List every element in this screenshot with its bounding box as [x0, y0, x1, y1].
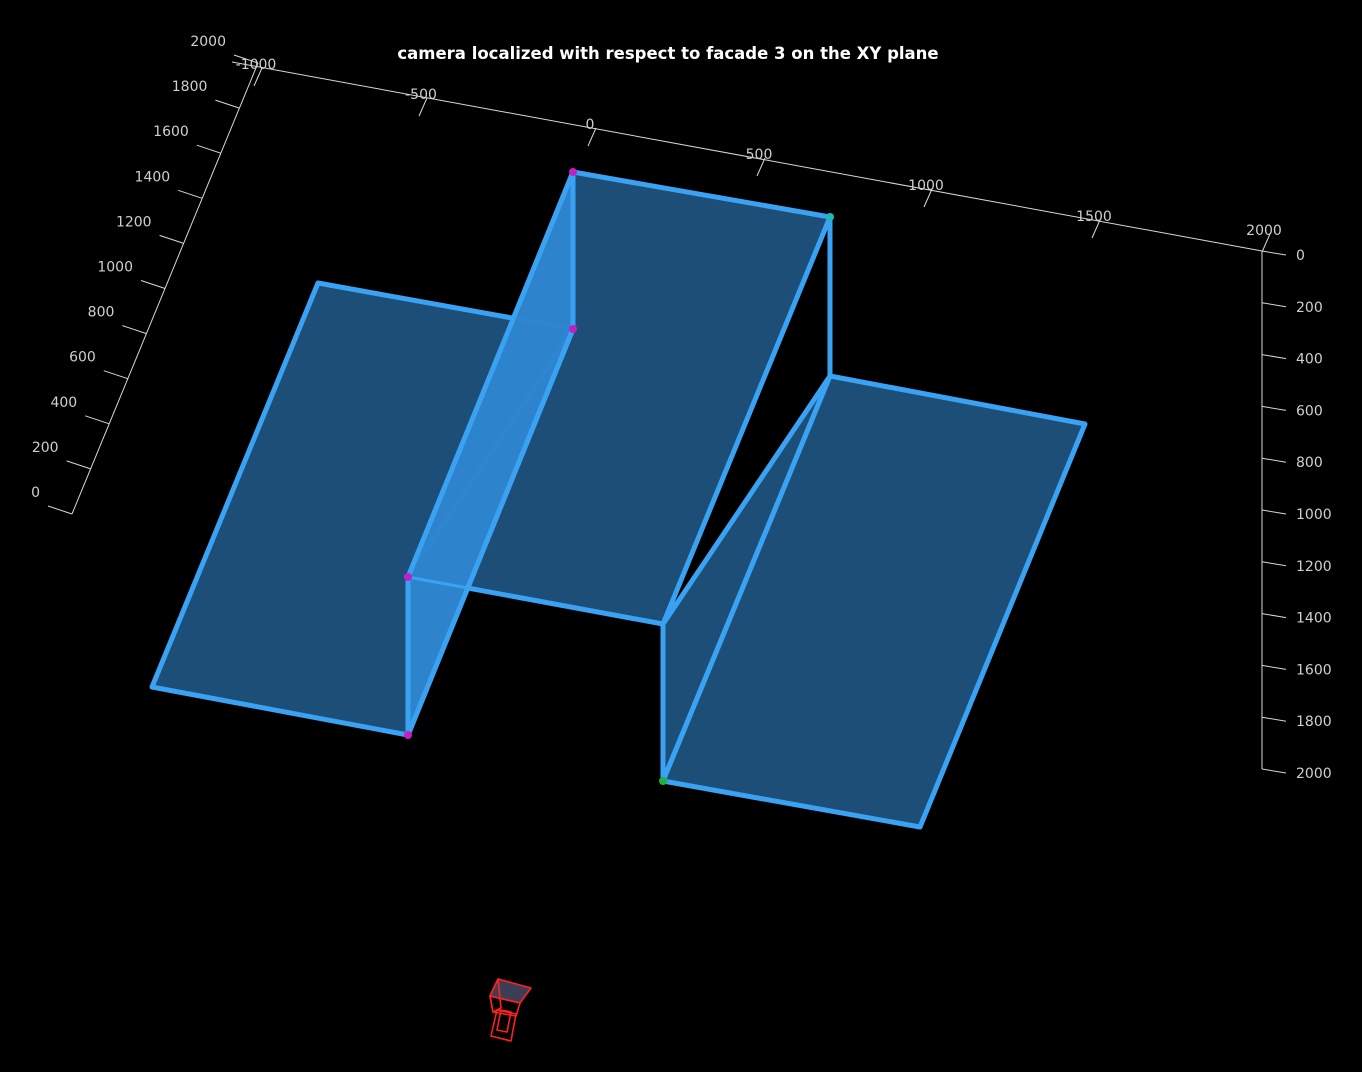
y-tick	[47, 505, 73, 515]
y-tick-label: 400	[50, 395, 77, 411]
y-tick-label: 1800	[172, 79, 208, 95]
y-tick-label: 800	[88, 305, 115, 321]
y-tick	[140, 280, 166, 289]
z-tick-label: 1000	[1296, 507, 1332, 523]
y-tick	[103, 370, 128, 380]
z-tick	[1261, 457, 1287, 463]
y-tick	[196, 144, 221, 154]
y-tick-label: 1400	[135, 169, 171, 185]
y-tick	[215, 99, 240, 109]
x-tick-label: -500	[405, 87, 437, 103]
z-tick	[1261, 716, 1287, 722]
axes: -1000-5000500100015002000020040060080010…	[31, 34, 1332, 782]
z-tick-label: 200	[1296, 300, 1323, 316]
x-tick	[253, 67, 263, 87]
z-tick-label: 2000	[1296, 766, 1332, 782]
facade-surfaces	[149, 169, 1088, 830]
facade-panel-right	[660, 373, 1088, 830]
camera-frustum-side	[489, 978, 502, 1013]
x-tick	[418, 97, 428, 117]
z-tick	[1261, 405, 1287, 411]
y-tick	[66, 460, 91, 470]
y-tick-label: 1000	[97, 260, 133, 276]
corner-markers	[404, 168, 834, 785]
facade-edge	[407, 575, 664, 626]
x-tick-label: -1000	[236, 57, 277, 73]
y-tick-label: 2000	[190, 34, 226, 50]
x-tick-label: 1500	[1076, 209, 1112, 225]
y-tick	[178, 189, 203, 199]
y-tick-label: 1200	[116, 214, 152, 230]
z-tick-label: 1200	[1296, 559, 1332, 575]
y-tick-label: 0	[31, 485, 40, 501]
x-tick	[1091, 219, 1101, 239]
y-tick	[233, 54, 259, 64]
camera-body-inner	[496, 1009, 512, 1033]
z-tick	[1261, 509, 1287, 515]
x-tick	[587, 127, 597, 147]
x-axis-line	[231, 61, 1263, 252]
corner-marker	[569, 325, 577, 333]
z-tick-label: 800	[1296, 455, 1323, 471]
x-tick-label: 2000	[1246, 223, 1282, 239]
z-tick-label: 0	[1296, 248, 1305, 264]
camera-frustum	[489, 978, 532, 1042]
y-tick	[122, 325, 147, 335]
y-tick-label: 1600	[153, 124, 189, 140]
z-tick-label: 1800	[1296, 714, 1332, 730]
y-tick	[159, 234, 184, 244]
z-tick	[1261, 768, 1287, 774]
corner-marker	[404, 573, 412, 581]
x-tick	[756, 157, 766, 177]
z-tick	[1261, 250, 1287, 256]
chart-title: camera localized with respect to facade …	[397, 44, 938, 63]
z-tick-label: 1400	[1296, 611, 1332, 627]
z-tick	[1261, 354, 1287, 360]
y-tick	[85, 415, 110, 425]
x-tick-label: 500	[746, 147, 773, 163]
x-tick-label: 1000	[908, 178, 944, 194]
z-tick	[1261, 664, 1287, 670]
camera-body	[490, 1009, 517, 1042]
corner-marker	[404, 731, 412, 739]
x-tick	[923, 188, 933, 208]
z-tick	[1261, 613, 1287, 619]
z-tick-label: 400	[1296, 352, 1323, 368]
z-tick	[1261, 561, 1287, 567]
x-tick	[1261, 233, 1271, 253]
y-tick-label: 200	[32, 440, 59, 456]
corner-marker	[659, 777, 667, 785]
y-tick-label: 600	[69, 350, 96, 366]
z-tick	[1261, 302, 1287, 308]
z-tick-label: 600	[1296, 403, 1323, 419]
corner-marker	[826, 213, 834, 221]
x-tick-label: 0	[586, 117, 595, 133]
corner-marker	[569, 168, 577, 176]
z-tick-label: 1600	[1296, 662, 1332, 678]
